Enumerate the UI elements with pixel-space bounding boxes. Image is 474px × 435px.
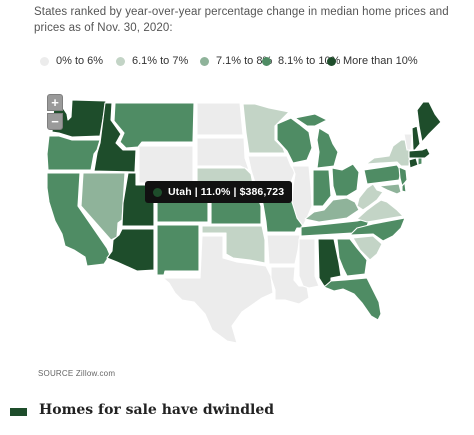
state-wyoming[interactable] — [138, 145, 194, 184]
legend-swatch — [116, 56, 125, 66]
state-new-hampshire[interactable] — [411, 125, 421, 151]
zoom-controls: + − — [47, 94, 63, 132]
state-rhode-island[interactable] — [417, 157, 423, 166]
legend-item-7-8: 7.1% to 8% — [200, 54, 272, 68]
state-north-carolina[interactable] — [349, 217, 406, 242]
legend-label: 7.1% to 8% — [216, 55, 273, 67]
state-arkansas[interactable] — [266, 234, 301, 265]
state-pennsylvania[interactable] — [363, 164, 402, 185]
legend-swatch — [200, 56, 209, 66]
state-minnesota[interactable] — [242, 103, 290, 154]
tooltip-color-dot — [153, 187, 162, 197]
legend-label: 8.1% to 10% — [278, 55, 341, 67]
state-maryland[interactable] — [378, 183, 402, 195]
state-montana[interactable] — [113, 102, 195, 149]
state-mississippi[interactable] — [298, 238, 320, 289]
state-nevada[interactable] — [80, 172, 126, 241]
legend-item-0-6: 0% to 6% — [40, 54, 103, 68]
state-south-dakota[interactable] — [196, 137, 250, 171]
state-oregon[interactable] — [46, 135, 101, 171]
state-new-york[interactable] — [365, 139, 411, 167]
source-credit: SOURCE Zillow.com — [38, 369, 116, 378]
state-new-mexico[interactable] — [156, 224, 200, 276]
map-legend: 0% to 6% 6.1% to 7% 7.1% to 8% 8.1% to 1… — [40, 54, 460, 68]
state-washington[interactable] — [51, 97, 107, 138]
state-kentucky[interactable] — [304, 197, 360, 223]
state-florida[interactable] — [323, 277, 382, 321]
state-connecticut[interactable] — [408, 157, 419, 169]
zoom-out-button[interactable]: − — [47, 113, 63, 130]
map-subtitle: States ranked by year-over-year percenta… — [34, 6, 449, 34]
state-south-carolina[interactable] — [352, 235, 383, 261]
state-new-jersey[interactable] — [398, 166, 408, 187]
state-texas[interactable] — [162, 235, 274, 344]
state-michigan[interactable] — [294, 113, 339, 169]
legend-item-10-plus: More than 10% — [327, 54, 418, 68]
section-accent-bar — [10, 408, 27, 416]
legend-swatch — [327, 56, 336, 66]
state-maine[interactable] — [416, 101, 442, 143]
us-map-svg[interactable] — [37, 88, 456, 365]
state-massachusetts[interactable] — [408, 147, 431, 159]
section-title: Homes for sale have dwindled — [39, 402, 275, 418]
legend-item-8-10: 8.1% to 10% — [262, 54, 340, 68]
us-map[interactable]: + − Utah | 11.0% | $386,723 — [37, 88, 456, 365]
state-idaho[interactable] — [93, 102, 137, 173]
zoom-in-button[interactable]: + — [47, 94, 63, 111]
state-indiana[interactable] — [312, 169, 332, 207]
legend-label: 0% to 6% — [56, 55, 104, 67]
legend-item-6-7: 6.1% to 7% — [116, 54, 188, 68]
state-arizona[interactable] — [106, 228, 155, 272]
state-vermont[interactable] — [403, 133, 413, 151]
state-alabama[interactable] — [317, 238, 342, 287]
state-illinois[interactable] — [291, 165, 313, 227]
state-georgia[interactable] — [336, 238, 368, 277]
state-louisiana[interactable] — [270, 266, 310, 305]
legend-swatch — [262, 56, 271, 66]
legend-label: More than 10% — [343, 55, 418, 67]
state-iowa[interactable] — [247, 155, 296, 187]
state-north-dakota[interactable] — [196, 102, 244, 136]
state-virginia[interactable] — [356, 199, 404, 223]
next-section-heading: Homes for sale have dwindled — [10, 402, 464, 424]
state-west-virginia[interactable] — [356, 183, 384, 211]
legend-label: 6.1% to 7% — [132, 55, 189, 67]
tooltip-text: Utah | 11.0% | $386,723 — [168, 186, 285, 198]
state-oklahoma[interactable] — [201, 225, 266, 264]
state-ohio[interactable] — [331, 163, 360, 197]
state-wisconsin[interactable] — [276, 117, 313, 164]
map-tooltip: Utah | 11.0% | $386,723 — [145, 181, 293, 203]
legend-swatch — [40, 56, 49, 66]
state-california[interactable] — [46, 172, 111, 267]
